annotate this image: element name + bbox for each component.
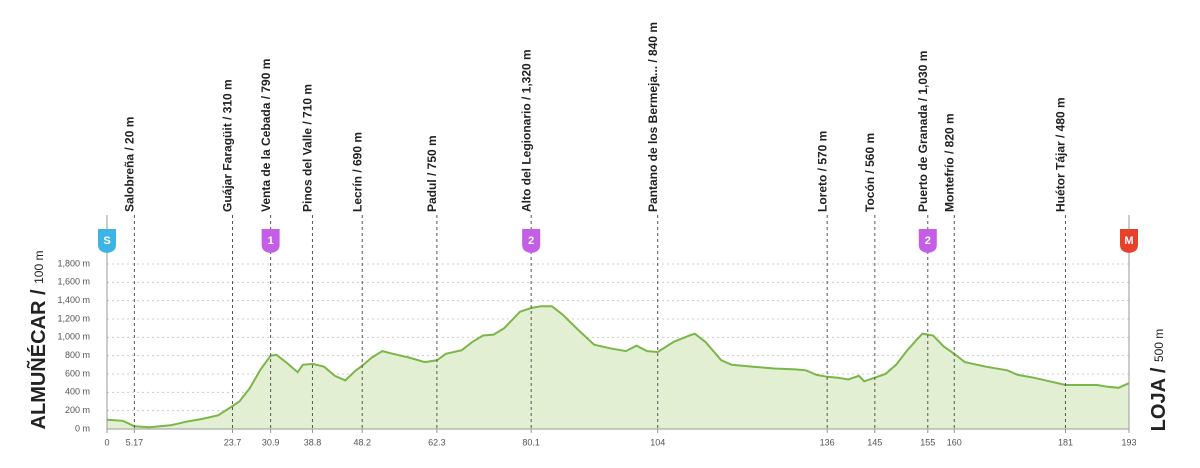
- finish-elevation: 500 m: [1152, 329, 1166, 362]
- start-name: ALMUÑÉCAR /: [27, 289, 50, 429]
- waypoint-label: Montefrío / 820 m: [942, 113, 956, 212]
- waypoint-label: Huétor Tájar / 480 m: [1054, 97, 1068, 212]
- marker-label: 2: [925, 235, 931, 247]
- y-tick-label: 1,200 m: [57, 313, 90, 323]
- waypoint-label: Tocón / 560 m: [863, 133, 877, 212]
- x-tick-label: 80.1: [522, 437, 540, 447]
- y-tick-label: 200 m: [65, 405, 90, 415]
- x-tick-label: 38.8: [304, 437, 322, 447]
- marker-badge: [1120, 229, 1138, 253]
- waypoint-label: Guájar Faragüit / 310 m: [221, 79, 235, 212]
- marker-badge: [522, 229, 541, 253]
- y-tick-label: 400 m: [65, 387, 90, 397]
- x-tick-label: 160: [947, 437, 962, 447]
- marker-badge: [261, 229, 280, 253]
- marker-label: S: [103, 235, 110, 247]
- y-tick-label: 1,600 m: [57, 277, 90, 287]
- x-tick-label: 5.17: [126, 437, 144, 447]
- waypoint-label: Lecrín / 690 m: [350, 132, 364, 212]
- x-tick-label: 62.3: [428, 437, 446, 447]
- marker-badge: [918, 229, 937, 253]
- x-tick-label: 104: [650, 437, 665, 447]
- waypoint-label: Venta de la Cebada / 790 m: [259, 59, 273, 212]
- marker-label: 1: [268, 235, 274, 247]
- x-tick-label: 193: [1121, 437, 1136, 447]
- waypoint-label: Pinos del Valle / 710 m: [301, 84, 315, 212]
- waypoint-label: Padul / 750 m: [425, 135, 439, 212]
- y-tick-label: 0 m: [75, 423, 90, 433]
- x-tick-label: 48.2: [353, 437, 371, 447]
- waypoint-label: Alto del Legionario / 1,320 m: [519, 49, 533, 212]
- x-tick-label: 181: [1058, 437, 1073, 447]
- finish-name: LOJA /: [1148, 367, 1170, 431]
- x-tick-label: 0: [104, 437, 109, 447]
- x-tick-label: 155: [920, 437, 935, 447]
- x-tick-label: 30.9: [262, 437, 280, 447]
- x-tick-label: 136: [820, 437, 835, 447]
- start-label: ALMUÑÉCAR / 100 m: [27, 251, 50, 430]
- y-tick-label: 1,800 m: [57, 258, 90, 268]
- finish-label: LOJA / 500 m: [1148, 329, 1170, 432]
- waypoint-label: Puerto de Granada / 1,030 m: [916, 51, 930, 212]
- waypoint-label: Loreto / 570 m: [815, 131, 829, 212]
- y-tick-label: 1,000 m: [57, 332, 90, 342]
- elevation-line: [106, 305, 1130, 429]
- waypoint-label: Salobreña / 20 m: [123, 117, 137, 212]
- start-elevation: 100 m: [32, 251, 46, 284]
- x-tick-label: 145: [867, 437, 882, 447]
- marker-badge: [98, 229, 116, 253]
- waypoint-label: Pantano de los Bermeja... / 840 m: [646, 22, 660, 212]
- x-tick-label: 23.7: [224, 437, 242, 447]
- y-tick-label: 600 m: [65, 368, 90, 378]
- marker-label: M: [1124, 235, 1133, 247]
- y-tick-label: 800 m: [65, 350, 90, 360]
- elevation-area: [107, 306, 1129, 429]
- y-tick-label: 1,400 m: [57, 295, 90, 305]
- marker-label: 2: [528, 235, 534, 247]
